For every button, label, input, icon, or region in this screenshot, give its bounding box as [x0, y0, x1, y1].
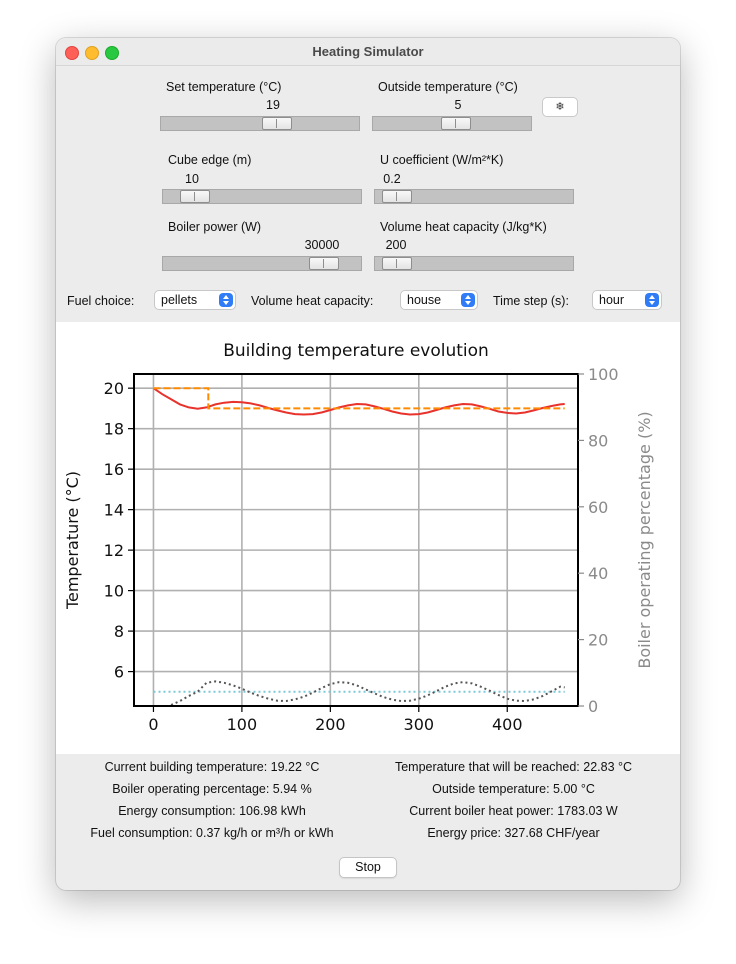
- x-tick-label: 200: [315, 715, 346, 734]
- current-building-temperature: Current building temperature: 19.22 °C: [104, 760, 320, 774]
- select-chevron-icon: [219, 293, 233, 307]
- boiler-power-label: Boiler power (W): [168, 220, 262, 234]
- u-coefficient-value: 0.2: [383, 172, 401, 186]
- cube-edge-slider[interactable]: [162, 189, 362, 204]
- volume-heat-capacity-label: Volume heat capacity:: [251, 294, 374, 308]
- u-coefficient-slider[interactable]: [374, 189, 574, 204]
- boiler-power-slider-handle[interactable]: [309, 257, 339, 270]
- y-tick-label: 16: [104, 460, 124, 479]
- current-boiler-heat-power: Current boiler heat power: 1783.03 W: [409, 804, 618, 818]
- series-line-1: [153, 387, 565, 410]
- chart-grid: [134, 374, 578, 706]
- energy-price: Energy price: 327.68 CHF/year: [427, 826, 600, 840]
- chart-series: [152, 387, 565, 706]
- y2-axis-label: Boiler operating percentage (%): [635, 411, 654, 668]
- y-tick-label: 18: [104, 420, 124, 439]
- snowflake-button[interactable]: ❄: [542, 97, 578, 117]
- energy-consumption: Energy consumption: 106.98 kWh: [118, 804, 306, 818]
- select-chevron-icon: [461, 293, 475, 307]
- volume-heat-capacity-value: house: [407, 293, 442, 307]
- y2-tick-label: 60: [588, 498, 608, 517]
- plot-frame: [133, 373, 579, 707]
- select-chevron-icon: [645, 293, 659, 307]
- boiler-power-value: 30000: [304, 238, 340, 252]
- y-tick-label: 8: [114, 622, 124, 641]
- title-bar: Heating Simulator: [56, 38, 680, 66]
- y2-tick-label: 20: [588, 631, 608, 650]
- x-tick-label: 100: [227, 715, 258, 734]
- x-tick-label: 0: [148, 715, 158, 734]
- volume-heat-capacity-slider-label: Volume heat capacity (J/kg*K): [380, 220, 547, 234]
- fuel-consumption: Fuel consumption: 0.37 kg/h or m³/h or k…: [90, 826, 334, 840]
- y-tick-label: 10: [104, 582, 124, 601]
- y-tick-label: 12: [104, 541, 124, 560]
- heating-simulator-window: Heating Simulator Set temperature (°C) 1…: [56, 38, 680, 890]
- boiler-power-slider[interactable]: [162, 256, 362, 271]
- cube-edge-slider-handle[interactable]: [180, 190, 210, 203]
- y-tick-label: 14: [104, 501, 124, 520]
- fuel-choice-select[interactable]: pellets: [154, 290, 236, 310]
- x-tick-label: 400: [492, 715, 523, 734]
- temperature-reached: Temperature that will be reached: 22.83 …: [394, 760, 633, 774]
- y2-tick-label: 100: [588, 365, 619, 384]
- y-tick-label: 6: [114, 663, 124, 682]
- close-window-button[interactable]: [65, 46, 79, 60]
- y2-tick-label: 80: [588, 431, 608, 450]
- chart-title: Building temperature evolution: [223, 341, 489, 361]
- x-tick-label: 300: [404, 715, 435, 734]
- y2-tick-label: 0: [588, 697, 598, 716]
- set-temperature-value: 19: [266, 98, 280, 112]
- snowflake-icon: ❄: [555, 101, 565, 113]
- temperature-chart: Building temperature evolution 0 100 200 30…: [63, 341, 654, 734]
- time-step-value: hour: [599, 293, 625, 307]
- fuel-choice-value: pellets: [161, 293, 198, 307]
- chart-panel: Building temperature evolution 0 100 200 30…: [56, 322, 680, 754]
- u-coefficient-label: U coefficient (W/m²*K): [380, 153, 504, 167]
- outside-temperature-slider[interactable]: [372, 116, 532, 131]
- volume-heat-capacity-slider[interactable]: [374, 256, 574, 271]
- outside-temperature-stat: Outside temperature: 5.00 °C: [432, 782, 595, 796]
- stop-button[interactable]: Stop: [339, 857, 397, 878]
- volume-heat-capacity-slider-value: 200: [385, 238, 407, 252]
- outside-temperature-slider-handle[interactable]: [441, 117, 471, 130]
- set-temperature-slider-handle[interactable]: [262, 117, 292, 130]
- minimize-window-button[interactable]: [85, 46, 99, 60]
- set-temperature-label: Set temperature (°C): [166, 80, 282, 94]
- window-title: Heating Simulator: [312, 44, 424, 59]
- y-tick-label: 20: [104, 379, 124, 398]
- y2-tick-label: 40: [588, 564, 608, 583]
- outside-temperature-label: Outside temperature (°C): [378, 80, 518, 94]
- fuel-choice-label: Fuel choice:: [67, 294, 135, 308]
- y-axis-label: Temperature (°C): [63, 471, 82, 610]
- cube-edge-value: 10: [185, 172, 199, 186]
- time-step-select[interactable]: hour: [592, 290, 662, 310]
- zoom-window-button[interactable]: [105, 46, 119, 60]
- u-coefficient-slider-handle[interactable]: [382, 190, 412, 203]
- series-line-3: [170, 680, 565, 706]
- set-temperature-slider[interactable]: [160, 116, 360, 131]
- series-line-0: [152, 387, 565, 416]
- cube-edge-label: Cube edge (m): [168, 153, 252, 167]
- volume-heat-capacity-slider-handle[interactable]: [382, 257, 412, 270]
- volume-heat-capacity-select[interactable]: house: [400, 290, 478, 310]
- boiler-operating-percentage: Boiler operating percentage: 5.94 %: [112, 782, 312, 796]
- time-step-label: Time step (s):: [493, 294, 569, 308]
- outside-temperature-value: 5: [454, 98, 462, 112]
